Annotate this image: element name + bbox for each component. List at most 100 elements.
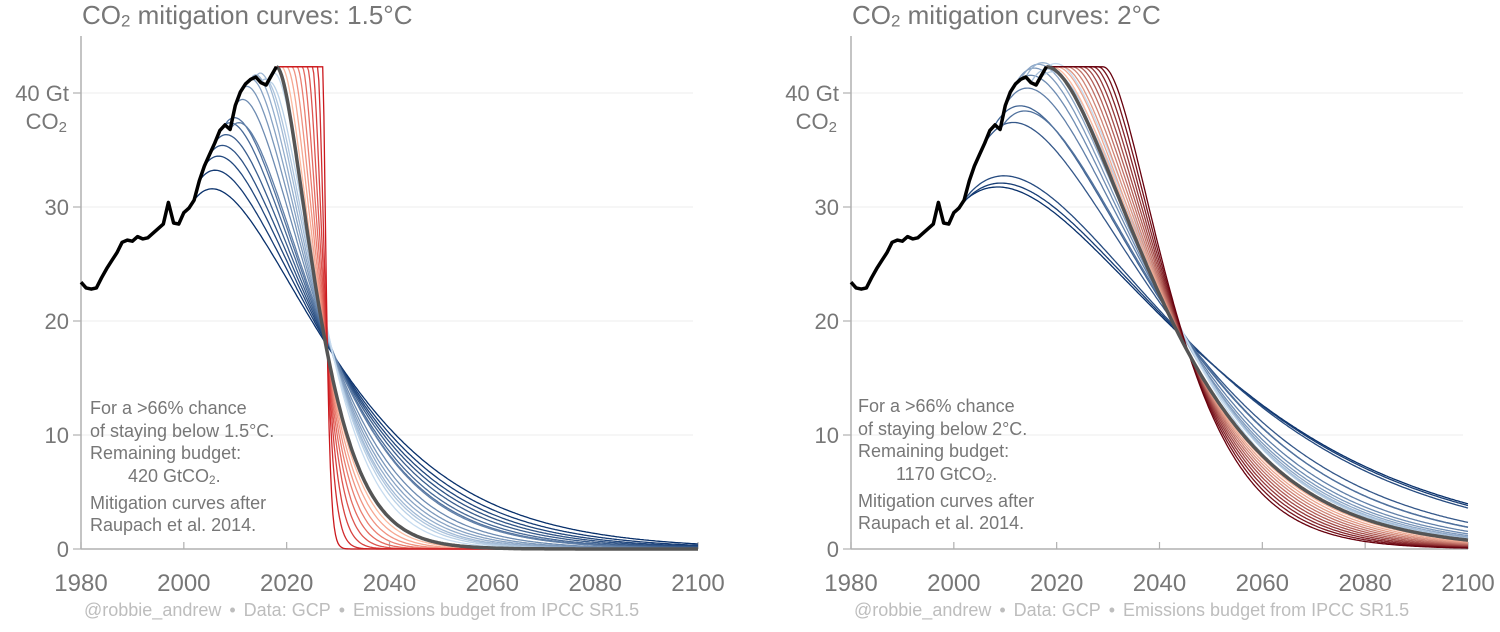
x-tick-label: 2020 <box>260 570 313 597</box>
mitigation-curve-delayed-2024 <box>276 66 698 550</box>
annotation-line: Raupach et al. 2014. <box>858 513 1025 534</box>
x-tick-label: 2100 <box>671 570 724 597</box>
mitigation-curve-early-2002 <box>963 175 1469 509</box>
mitigation-curve-delayed-2028 <box>1046 66 1468 549</box>
budget-annotation: For a >66% chance of staying below 1.5°C… <box>90 397 274 537</box>
mitigation-curve-delayed-2025 <box>276 66 698 550</box>
mitigation-curve-early-2006 <box>214 133 698 549</box>
footer-budget-source: Emissions budget from IPCC SR1.5 <box>353 600 640 620</box>
mitigation-curve-early-2007 <box>219 122 698 549</box>
y-axis-unit-label: 40 Gt <box>15 81 69 106</box>
x-tick-label: 2000 <box>157 570 210 597</box>
footer-data-source: Data: GCP <box>1013 600 1101 620</box>
annotation-subscript: 2 <box>985 471 993 485</box>
y-tick-label: 20 <box>815 309 839 334</box>
mitigation-curve-delayed-2027 <box>1046 66 1468 548</box>
y-axis-unit-label: 40 Gt <box>785 81 839 106</box>
x-tick-label: 2000 <box>927 570 980 597</box>
historical-emissions-line <box>849 65 1048 291</box>
title-subscript: 2 <box>121 11 131 31</box>
mitigation-curve-central <box>1046 65 1469 542</box>
title-subscript: 2 <box>891 11 901 31</box>
mitigation-curve-early-2011 <box>1009 74 1469 535</box>
footer-separator: • <box>999 600 1006 620</box>
mitigation-curve-early-2017 <box>270 72 698 550</box>
annotation-subscript: 2 <box>209 473 216 487</box>
annotation-period: . <box>215 465 221 486</box>
x-tick-label: 2080 <box>1338 570 1391 597</box>
footer-credit: @robbie_andrew <box>854 600 992 620</box>
mitigation-curve-central <box>275 65 698 551</box>
x-tick-label: 2040 <box>363 570 416 597</box>
panel-2C: CO2 mitigation curves: 2°C 0 10 20 30 40 Gt C… <box>770 0 1500 632</box>
mitigation-curve-early-2005 <box>208 144 699 548</box>
footer-credits: @robbie_andrew • Data: GCP • Emissions budge… <box>84 600 639 621</box>
mitigation-curve-early-2010 <box>234 98 698 550</box>
mitigation-curve-delayed-2021 <box>1046 66 1469 544</box>
annotation-line: For a >66% chance <box>90 398 247 418</box>
mitigation-curve-early-2003 <box>198 169 699 547</box>
annotation-budget-text: 420 GtCO <box>128 465 210 486</box>
mitigation-curve-delayed-2026 <box>1046 66 1469 548</box>
y-tick-label: 30 <box>45 195 69 220</box>
mitigation-curve-delayed-2021 <box>276 66 698 550</box>
annotation-period: . <box>992 463 998 484</box>
mitigation-curve-delayed-2025 <box>1046 66 1469 547</box>
x-tick-label: 2080 <box>568 570 621 597</box>
y-tick-label: 20 <box>45 309 69 334</box>
historical-emissions-line <box>79 65 278 291</box>
annotation-line: of staying below 2°C. <box>858 418 1028 439</box>
annotation-line: For a >66% chance <box>858 396 1015 416</box>
mitigation-curve-delayed-2020 <box>276 66 698 550</box>
footer-data-source: Data: GCP <box>243 600 331 620</box>
x-tick-label: 2060 <box>466 570 519 597</box>
y-tick-label: 30 <box>815 195 839 220</box>
budget-annotation: For a >66% chance of staying below 2°C. … <box>858 395 1034 535</box>
chart-plot-1p5C: 0 10 20 30 40 Gt CO2 1980 2000 2020 2040 2060 2080 2… <box>15 36 725 597</box>
mitigation-curve-early-2008 <box>994 105 1469 528</box>
x-tick-label: 2020 <box>1030 570 1083 597</box>
footer-separator: • <box>229 600 236 620</box>
annotation-line: of staying below 1.5°C. <box>90 420 275 441</box>
title-text-suffix: mitigation curves: 2°C <box>900 0 1161 30</box>
mitigation-curve-delayed-2023 <box>276 66 698 550</box>
footer-separator: • <box>338 600 346 620</box>
y-tick-label: 0 <box>57 537 69 562</box>
x-tick-label: 2040 <box>1133 570 1186 597</box>
footer-credits: @robbie_andrew • Data: GCP • Emissions budge… <box>854 600 1409 621</box>
title-text: CO <box>852 0 891 30</box>
annotation-budget-text: 1170 GtCO <box>896 463 986 484</box>
annotation-budget-value: 1170 GtCO2. <box>858 463 1034 490</box>
mitigation-curve-delayed-2023 <box>1046 66 1469 546</box>
title-text-suffix: mitigation curves: 1.5°C <box>130 0 413 30</box>
mitigation-curve-early-2006 <box>984 121 1469 524</box>
mitigation-curve-early-2016 <box>1035 71 1469 540</box>
mitigation-curve-early-2013 <box>1020 63 1469 538</box>
mitigation-curve-delayed-2029 <box>1046 66 1468 549</box>
annotation-line: Mitigation curves after <box>90 492 267 513</box>
y-axis-unit-label: CO2 <box>796 109 837 136</box>
y-tick-label: 10 <box>815 423 839 448</box>
annotation-line: Remaining budget: <box>858 441 1010 461</box>
mitigation-curve-early-2009 <box>999 110 1469 529</box>
panel-1p5C: CO2 mitigation curves: 1.5°C 0 10 20 30 40 G… <box>15 0 725 621</box>
annotation-line: Raupach et al. 2014. <box>90 515 257 536</box>
x-tick-label: 1980 <box>54 570 107 597</box>
title-text: CO <box>82 0 121 30</box>
annotation-budget-value: 420 GtCO2. <box>90 465 274 492</box>
x-tick-label: 2100 <box>1441 570 1494 597</box>
mitigation-curve-early-2004 <box>203 155 698 547</box>
footer-budget-source: Emissions budget from IPCC SR1.5 <box>1123 600 1410 620</box>
annotation-line: Remaining budget: <box>90 443 242 463</box>
mitigation-curve-delayed-2027 <box>276 66 698 550</box>
mitigation-curve-delayed-2022 <box>1046 66 1469 545</box>
mitigation-curve-early-2010 <box>1004 87 1469 533</box>
mitigation-curve-delayed-2022 <box>276 66 698 550</box>
chart-title: CO2 mitigation curves: 2°C <box>852 0 1161 32</box>
mitigation-curve-early-2009 <box>229 122 699 550</box>
mitigation-curve-delayed-2026 <box>276 66 698 550</box>
chart-title: CO2 mitigation curves: 1.5°C <box>82 0 412 32</box>
mitigation-curve-early-2001 <box>958 182 1469 507</box>
mitigation-curve-early-2002 <box>193 188 699 545</box>
mitigation-curve-early-2012 <box>1014 67 1469 537</box>
